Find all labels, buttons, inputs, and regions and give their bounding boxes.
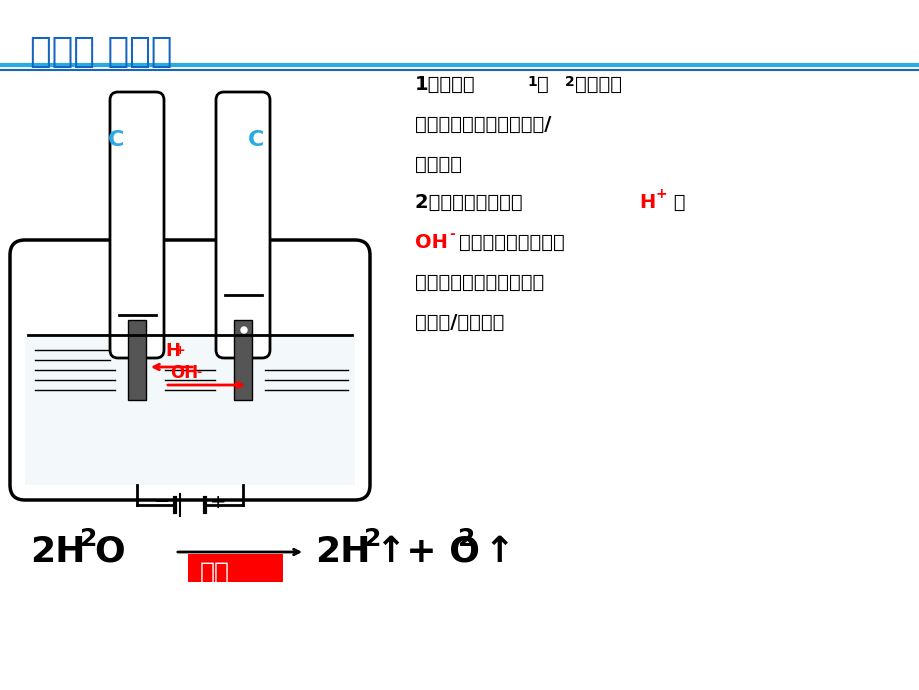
Circle shape	[240, 292, 245, 298]
Circle shape	[138, 242, 144, 248]
Circle shape	[237, 262, 243, 268]
Text: C: C	[248, 130, 264, 150]
Text: 阳极）？: 阳极）？	[414, 155, 461, 174]
Text: 2: 2	[80, 527, 97, 551]
Circle shape	[244, 247, 251, 253]
Circle shape	[240, 232, 245, 238]
Text: 1: 1	[527, 75, 536, 89]
FancyBboxPatch shape	[25, 335, 355, 485]
Circle shape	[246, 312, 253, 318]
Bar	[233, 320, 252, 400]
Text: ↑: ↑	[471, 535, 515, 569]
Text: 和: 和	[666, 193, 685, 212]
Text: 通电: 通电	[199, 561, 230, 585]
Text: 2: 2	[458, 527, 475, 551]
Text: -: -	[448, 227, 454, 241]
Circle shape	[130, 257, 136, 263]
Text: 2H: 2H	[30, 535, 85, 569]
Text: OH: OH	[170, 364, 198, 382]
Text: （正极/负极）？: （正极/负极）？	[414, 313, 504, 332]
Text: 2: 2	[364, 527, 381, 551]
Text: +: +	[210, 493, 226, 511]
Text: +: +	[175, 344, 186, 357]
Circle shape	[134, 287, 140, 293]
Text: +: +	[655, 187, 667, 201]
Circle shape	[140, 272, 146, 278]
Text: 1、石墨棒: 1、石墨棒	[414, 75, 475, 94]
Text: 2: 2	[564, 75, 574, 89]
Text: ，电解时，两种离子: ，电解时，两种离子	[459, 233, 564, 252]
FancyBboxPatch shape	[110, 92, 164, 358]
FancyBboxPatch shape	[10, 240, 369, 500]
Bar	[128, 320, 146, 400]
Text: ↑+ O: ↑+ O	[376, 535, 480, 569]
Text: ，分别作: ，分别作	[574, 75, 621, 94]
Circle shape	[245, 277, 252, 283]
Circle shape	[241, 327, 246, 333]
Text: 2、水中存在少量的: 2、水中存在少量的	[414, 193, 528, 212]
Circle shape	[133, 227, 139, 233]
Text: 和: 和	[537, 75, 548, 94]
Text: 探究一 电解水: 探究一 电解水	[30, 35, 172, 69]
Text: -: -	[196, 366, 201, 379]
Text: C: C	[108, 130, 124, 150]
Text: 为电解池的哪一极（阴极/: 为电解池的哪一极（阴极/	[414, 115, 550, 134]
Text: −: −	[153, 493, 170, 511]
FancyBboxPatch shape	[187, 554, 283, 582]
Text: 2H: 2H	[314, 535, 370, 569]
Circle shape	[141, 307, 147, 313]
FancyBboxPatch shape	[216, 92, 269, 358]
Text: O: O	[94, 535, 125, 569]
Text: OH: OH	[414, 233, 448, 252]
Text: H: H	[165, 342, 180, 360]
Text: H: H	[639, 193, 654, 212]
Text: 分别向电源的哪一极移动: 分别向电源的哪一极移动	[414, 273, 544, 292]
